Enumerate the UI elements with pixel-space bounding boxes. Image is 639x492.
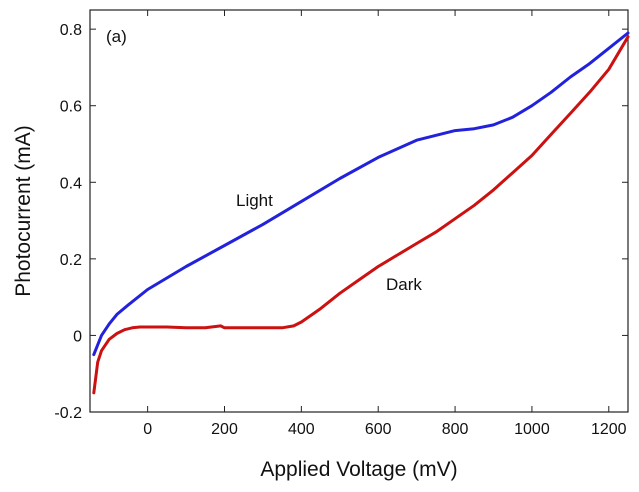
series-label-dark: Dark xyxy=(386,275,422,294)
series-label-light: Light xyxy=(236,191,273,210)
panel-label: (a) xyxy=(106,27,127,46)
axis-ticks: 0 200 400 600 800 1000 1200 -0.2 0 0.2 0.4 0.6 0.8 xyxy=(54,10,628,438)
y-tick-label: 0.2 xyxy=(60,252,82,269)
y-tick-label: 0.4 xyxy=(60,175,82,192)
y-tick-label: 0 xyxy=(73,328,82,345)
x-axis-title: Applied Voltage (mV) xyxy=(260,458,457,481)
series-line-dark xyxy=(92,35,630,395)
y-tick-label: -0.2 xyxy=(54,405,82,422)
x-tick-label: 1000 xyxy=(514,421,550,438)
x-tick-label: 400 xyxy=(288,421,315,438)
y-tick-label: 0.8 xyxy=(60,22,82,39)
y-axis-title: Photocurrent (mA) xyxy=(12,125,35,297)
y-tick-label: 0.6 xyxy=(60,99,82,116)
x-tick-label: 800 xyxy=(442,421,469,438)
x-tick-label: 0 xyxy=(143,421,152,438)
plot-frame xyxy=(89,9,629,413)
x-tick-label: 200 xyxy=(211,421,238,438)
x-tick-label: 1200 xyxy=(591,421,627,438)
series-line-light xyxy=(92,31,630,357)
x-tick-label: 600 xyxy=(365,421,392,438)
series-lines xyxy=(92,31,630,395)
